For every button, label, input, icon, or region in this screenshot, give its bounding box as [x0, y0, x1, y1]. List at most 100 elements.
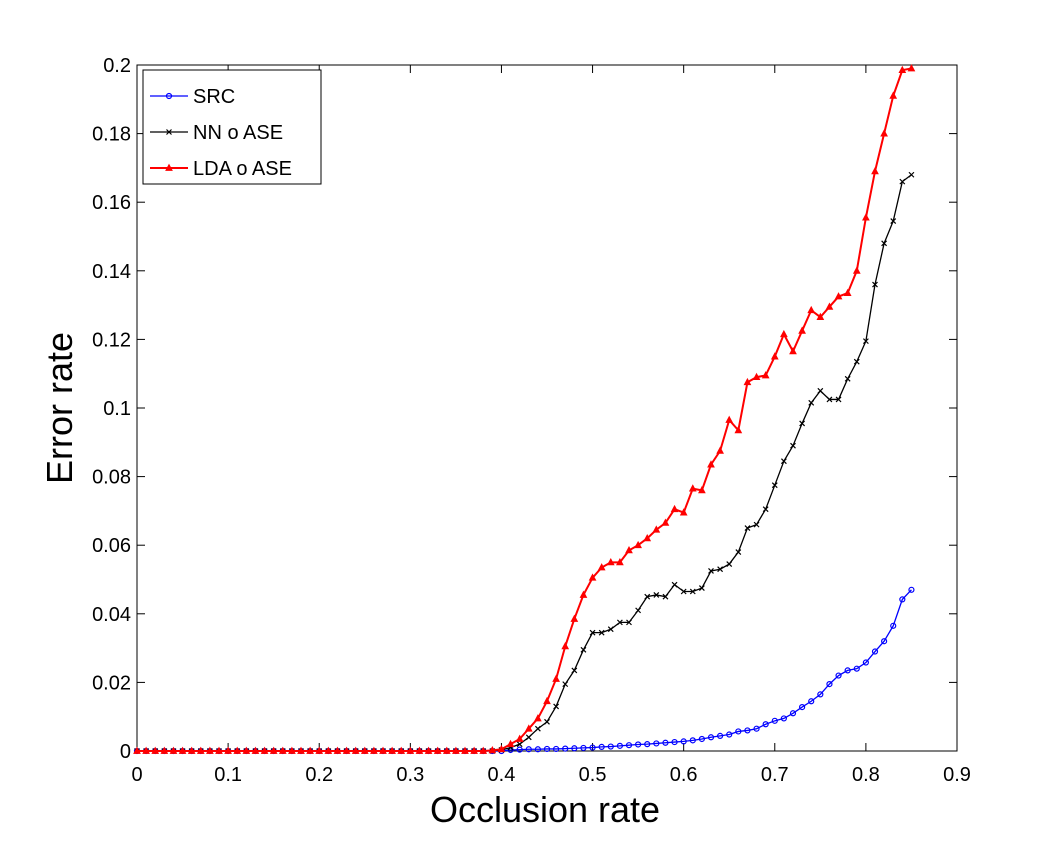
data-point-src	[744, 727, 751, 734]
data-point-nn-o-ase	[908, 171, 915, 178]
data-point-src	[644, 741, 651, 748]
data-point-src	[543, 745, 551, 753]
data-point-lda-o-ase	[370, 746, 378, 754]
data-point-lda-o-ase	[461, 746, 469, 754]
data-point-lda-o-ase	[889, 91, 898, 99]
x-tick-label: 0.9	[943, 764, 971, 786]
data-point-nn-o-ase	[771, 482, 778, 489]
data-point-lda-o-ase	[324, 746, 333, 754]
data-point-nn-o-ase	[708, 568, 714, 574]
data-point-lda-o-ase	[470, 746, 478, 754]
data-point-lda-o-ase	[852, 266, 861, 274]
data-point-lda-o-ase	[178, 746, 187, 754]
data-point-src	[735, 728, 742, 735]
data-point-src	[762, 721, 769, 728]
data-point-nn-o-ase	[544, 718, 550, 725]
data-point-nn-o-ase	[890, 218, 897, 224]
legend-marker	[165, 163, 173, 171]
series-layer	[133, 64, 916, 755]
data-point-nn-o-ase	[534, 725, 541, 732]
data-point-lda-o-ase	[379, 746, 387, 754]
legend: SRC NN o ASE LDA o ASE	[142, 69, 322, 185]
data-point-src	[890, 622, 897, 629]
data-point-lda-o-ase	[825, 302, 834, 310]
series-lda-o-ase	[133, 64, 916, 754]
data-point-lda-o-ase	[716, 446, 724, 454]
data-point-lda-o-ase	[606, 558, 615, 566]
y-tick-label: 0.08	[92, 467, 131, 489]
data-point-lda-o-ase	[515, 734, 524, 742]
data-point-lda-o-ase	[260, 746, 269, 754]
data-point-lda-o-ase	[807, 305, 816, 314]
data-point-lda-o-ase	[206, 746, 214, 754]
data-point-src	[516, 746, 523, 753]
data-point-lda-o-ase	[288, 746, 296, 754]
data-point-nn-o-ase	[607, 626, 614, 633]
data-point-lda-o-ase	[360, 746, 369, 754]
data-point-src	[616, 742, 623, 749]
data-point-lda-o-ase	[278, 746, 287, 754]
data-point-lda-o-ase	[442, 746, 451, 754]
data-point-lda-o-ase	[798, 326, 806, 334]
data-point-lda-o-ase	[725, 415, 734, 423]
data-point-nn-o-ase	[516, 741, 523, 748]
y-tick-label: 0.18	[92, 124, 131, 146]
data-point-nn-o-ase	[835, 396, 842, 403]
data-point-nn-o-ase	[689, 588, 696, 595]
data-point-lda-o-ase	[579, 590, 588, 598]
data-point-lda-o-ase	[843, 288, 852, 296]
data-point-nn-o-ase	[790, 442, 796, 449]
x-tick-label: 0.2	[305, 764, 333, 786]
legend-item-src: SRC	[150, 86, 235, 108]
data-point-lda-o-ase	[561, 642, 570, 650]
data-point-lda-o-ase	[488, 745, 497, 754]
data-point-lda-o-ase	[406, 746, 415, 754]
data-point-lda-o-ase	[196, 746, 205, 754]
data-point-nn-o-ase	[799, 420, 806, 427]
data-point-src	[835, 672, 842, 679]
x-tick-label: 0.7	[761, 764, 789, 786]
legend-label: LDA o ASE	[193, 158, 292, 180]
data-point-src	[562, 745, 569, 752]
y-tick-label: 0.14	[92, 261, 131, 283]
data-point-nn-o-ase	[817, 387, 824, 394]
data-point-nn-o-ase	[571, 667, 578, 674]
data-point-src	[607, 743, 614, 750]
data-point-lda-o-ase	[388, 746, 396, 754]
x-tick-label: 0.6	[670, 764, 698, 786]
data-point-lda-o-ase	[169, 746, 178, 754]
data-point-lda-o-ase	[233, 746, 242, 754]
data-point-lda-o-ase	[661, 518, 670, 526]
data-point-src	[853, 665, 860, 672]
data-point-src	[826, 681, 833, 688]
data-point-lda-o-ase	[160, 746, 169, 754]
data-point-lda-o-ase	[871, 166, 879, 175]
data-point-lda-o-ase	[297, 746, 305, 754]
data-point-lda-o-ase	[424, 746, 433, 754]
data-point-lda-o-ase	[415, 746, 424, 754]
data-point-lda-o-ase	[433, 746, 442, 754]
data-point-nn-o-ase	[635, 607, 642, 614]
legend-item-nn-o-ase: NN o ASE	[150, 122, 283, 144]
data-point-nn-o-ase	[726, 561, 733, 567]
data-point-nn-o-ase	[735, 549, 742, 555]
data-point-nn-o-ase	[644, 593, 651, 600]
data-point-lda-o-ase	[652, 525, 661, 533]
data-point-lda-o-ase	[761, 371, 770, 379]
data-point-lda-o-ase	[497, 744, 506, 753]
data-point-lda-o-ase	[242, 746, 251, 754]
data-point-nn-o-ase	[562, 681, 569, 688]
data-point-src	[871, 648, 879, 655]
data-point-lda-o-ase	[816, 312, 825, 321]
data-point-nn-o-ase	[808, 399, 815, 406]
data-point-nn-o-ase	[580, 646, 587, 653]
data-point-src	[726, 731, 733, 738]
data-point-lda-o-ase	[142, 746, 150, 754]
data-point-lda-o-ase	[224, 746, 232, 754]
data-point-lda-o-ase	[734, 425, 743, 434]
data-point-nn-o-ase	[717, 566, 724, 573]
data-point-src	[899, 596, 906, 603]
data-point-lda-o-ase	[643, 533, 652, 542]
data-point-lda-o-ase	[679, 508, 688, 516]
